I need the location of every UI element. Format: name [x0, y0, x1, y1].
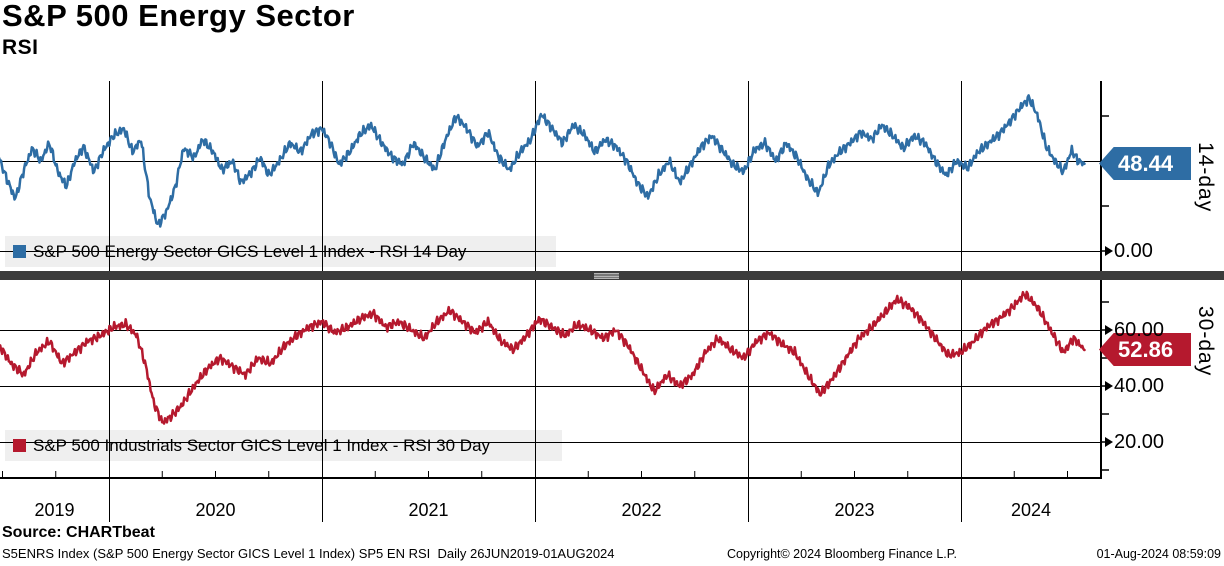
source-caption: Source: CHARTbeat — [2, 524, 155, 541]
legend-label: S&P 500 Energy Sector GICS Level 1 Index… — [33, 241, 467, 261]
legend-swatch-red-icon — [13, 439, 26, 452]
y-axis-label: 40.00 — [1114, 375, 1165, 397]
x-axis-year-label: 2023 — [834, 500, 875, 520]
panel-title-30day: 30-day — [1194, 306, 1217, 377]
timestamp: 01-Aug-2024 08:59:09 — [1096, 547, 1221, 561]
y-axis-label: 0.00 — [1114, 240, 1153, 262]
ticker-description: S5ENRS Index (S&P 500 Energy Sector GICS… — [2, 546, 615, 561]
page-title: S&P 500 Energy Sector — [2, 0, 355, 33]
panel-splitter[interactable] — [0, 271, 1224, 280]
last-value-badge-14day: 48.44 — [1099, 147, 1191, 180]
y-axis-label: 60.00 — [1114, 319, 1165, 341]
legend-swatch-blue-icon — [13, 245, 26, 258]
y-axis-arrow-icon — [1105, 437, 1113, 447]
legend-label: S&P 500 Industrials Sector GICS Level 1 … — [33, 435, 491, 455]
y-axis-arrow-icon — [1105, 246, 1113, 256]
splitter-grip-icon[interactable] — [594, 272, 619, 279]
x-axis-year-label: 2024 — [1010, 500, 1052, 520]
legend-energy-rsi14[interactable]: S&P 500 Energy Sector GICS Level 1 Index… — [5, 236, 556, 267]
y-axis-arrow-icon — [1105, 325, 1113, 335]
x-axis-year-label: 2020 — [195, 500, 236, 520]
last-value-badge-30day: 52.86 — [1099, 333, 1191, 366]
series-line-14-day — [0, 94, 1086, 228]
x-axis-year-label: 2021 — [408, 500, 449, 520]
x-axis-year-label: 2019 — [34, 500, 75, 520]
page-subtitle: RSI — [2, 36, 39, 59]
legend-bg — [5, 430, 562, 461]
x-axis-year-label: 2022 — [621, 500, 662, 520]
copyright-text: Copyright© 2024 Bloomberg Finance L.P. — [727, 547, 957, 561]
legend-industrials-rsi30[interactable]: S&P 500 Industrials Sector GICS Level 1 … — [5, 430, 562, 461]
panel-title-14day: 14-day — [1194, 142, 1217, 213]
y-axis-arrow-icon — [1105, 381, 1113, 391]
y-axis-label: 20.00 — [1114, 431, 1165, 453]
series-line-30-day — [0, 290, 1086, 425]
